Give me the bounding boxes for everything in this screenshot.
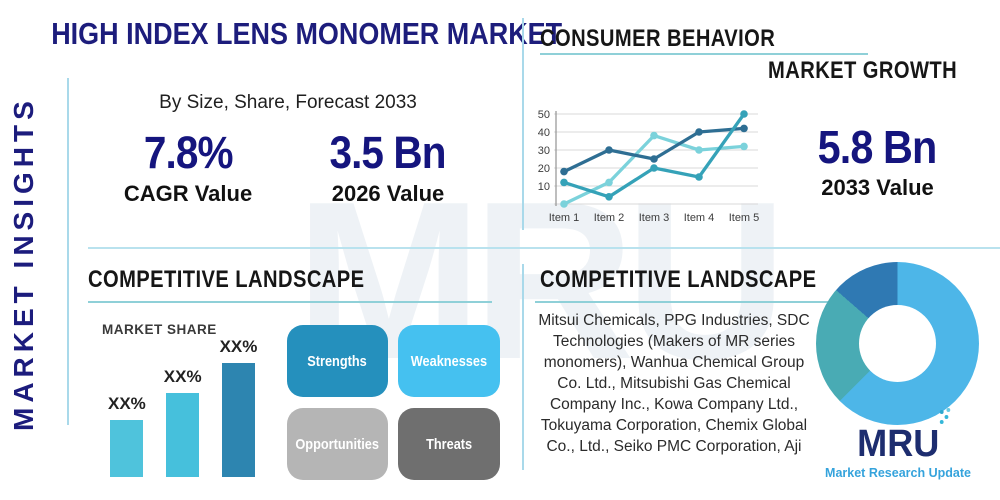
swot-threats-label: Threats [425,435,473,453]
value-2026-label: 2026 Value [331,181,445,206]
market-share-label: MARKET SHARE [102,322,217,337]
bar-value-label: XX% [108,394,146,413]
swot-grid: Strengths Weaknesses Opportunities Threa… [287,325,500,480]
value-2033-label: 2033 Value [821,175,934,200]
swot-strengths: Strengths [287,325,388,397]
svg-text:30: 30 [538,145,550,157]
svg-text:10: 10 [538,181,550,193]
cagr-stat: 7.8% CAGR Value [88,128,288,207]
mru-logo-text: MRU [857,420,943,464]
competitive-landscape-left-underline [88,301,492,303]
svg-text:Item 2: Item 2 [594,212,625,224]
market-share-bar: XX% [219,337,258,477]
value-2026-stat: 3.5 Bn 2026 Value [288,128,488,207]
bar-rect [221,363,255,477]
competitive-landscape-right-underline [535,301,850,303]
consumer-behavior-heading: CONSUMER BEHAVIOR [540,25,776,52]
bar-value-label: XX% [163,367,202,386]
company-list: Mitsui Chemicals, PPG Industries, SDC Te… [538,312,810,455]
line-chart: 10 20 30 40 50 Item 1 Item 2 Item 3 Item 4 Item 5 [538,109,760,224]
top-center-divider [522,18,524,230]
svg-text:Item 3: Item 3 [639,212,670,224]
value-2026: 3.5 Bn [329,127,447,178]
market-growth-heading: MARKET GROWTH [767,57,957,84]
competitive-landscape-left-heading: COMPETITIVE LANDSCAPE [88,266,365,293]
bar-value-label: XX% [219,337,258,356]
mru-logo-tagline: Market Research Update [825,466,971,480]
cagr-value: 7.8% [143,127,234,178]
bottom-center-divider [522,264,524,470]
swot-threats: Threats [398,408,500,480]
competitive-landscape-right-heading: COMPETITIVE LANDSCAPE [540,266,817,293]
swot-weaknesses: Weaknesses [398,325,500,397]
svg-text:40: 40 [538,127,550,139]
market-share-bar: XX% [108,394,146,477]
page-subtitle: By Size, Share, Forecast 2033 [159,92,417,113]
svg-text:Item 1: Item 1 [549,212,580,224]
svg-text:Item 5: Item 5 [729,212,760,224]
market-share-bar-chart: XX% XX% XX% [108,337,257,477]
svg-text:50: 50 [538,109,550,121]
value-2033-stat: 5.8 Bn 2033 Value [775,122,980,201]
logo-bubbles-icon [939,420,943,424]
bar-rect [110,420,144,477]
left-vertical-divider [67,78,69,425]
swot-opportunities: Opportunities [287,408,388,480]
donut-chart [816,262,979,425]
page-title: HIGH INDEX LENS MONOMER MARKET [51,16,563,51]
horizontal-divider [88,247,1000,249]
mru-logo: MRU Market Research Update [813,420,983,480]
value-2033: 5.8 Bn [818,121,938,173]
donut-hole [859,305,936,382]
cagr-label: CAGR Value [123,181,253,206]
market-insights-vertical-label: MARKET INSIGHTS [8,96,39,432]
swot-weaknesses-label: Weaknesses [410,352,488,370]
swot-strengths-label: Strengths [307,352,368,370]
svg-text:20: 20 [538,163,550,175]
bar-rect [166,393,200,477]
swot-opportunities-label: Opportunities [295,435,380,453]
svg-text:Item 4: Item 4 [684,212,715,224]
consumer-behavior-underline [540,53,868,55]
market-share-bar: XX% [164,367,202,477]
